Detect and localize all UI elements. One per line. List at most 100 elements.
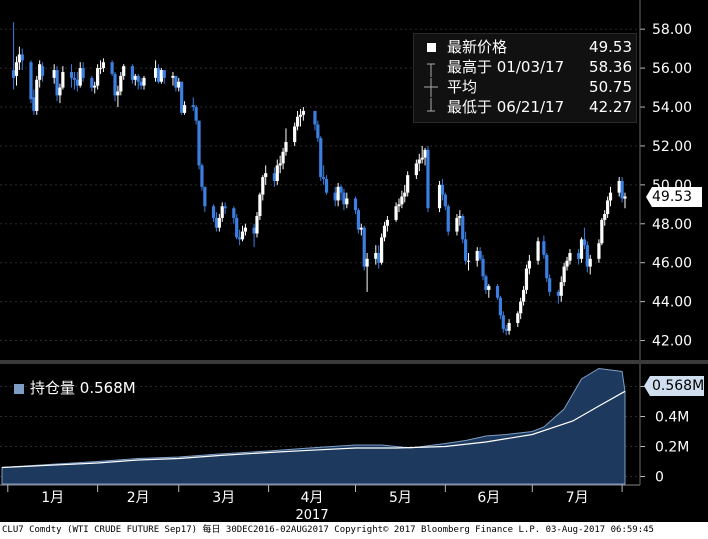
white-square-icon (427, 43, 436, 52)
price-y-axis: 42.0044.0046.0048.0050.0052.0054.0056.00… (640, 22, 692, 350)
month-label: 6月 (477, 490, 500, 506)
candle-body (420, 157, 424, 160)
candle-body (197, 120, 201, 166)
candle-body (113, 73, 117, 96)
candle-body (501, 315, 505, 329)
candle-body (133, 75, 137, 80)
oi-area (1, 367, 626, 485)
candle-body (319, 138, 323, 178)
candle-body (403, 192, 407, 197)
candle-body (516, 313, 520, 324)
candle-body (498, 297, 502, 316)
candle-body (336, 186, 340, 201)
candle-body (461, 216, 465, 240)
candle-body (440, 184, 445, 195)
candle-body (362, 227, 366, 267)
candle-body (377, 252, 381, 263)
candle-body (35, 79, 39, 111)
candle-body (608, 192, 613, 201)
candle-body (519, 301, 523, 314)
oi-legend: 持仓量 0.568M (4, 373, 164, 403)
candle-body (243, 227, 248, 232)
candle-body (258, 194, 262, 216)
candle-body (521, 289, 526, 302)
bracket-top-icon (427, 63, 435, 77)
candle-body (504, 328, 508, 331)
candle-body (481, 258, 485, 277)
candle-body (298, 114, 303, 117)
candle-body (487, 286, 491, 290)
oi-series-value: 0.568M (79, 379, 136, 397)
legend-value: 42.27 (589, 98, 632, 116)
candle-body (40, 66, 45, 76)
legend-label: 最低于 06/21/17 (447, 98, 565, 116)
panel-dividers (0, 0, 708, 485)
candle-body (29, 62, 33, 100)
candle-body (98, 68, 103, 70)
candle-body (478, 251, 482, 259)
legend-label: 最高于 01/03/17 (447, 58, 565, 76)
candle-body (153, 68, 158, 78)
candle-body (562, 266, 566, 283)
candle-body (342, 192, 346, 205)
price-grid (0, 28, 640, 342)
candle-body (582, 239, 587, 246)
bracket-bottom-icon (427, 98, 435, 112)
cross-icon (424, 78, 438, 97)
candle-body (548, 278, 552, 292)
candle-body (191, 105, 195, 108)
x-axis-band (0, 485, 708, 522)
candle-body (620, 180, 624, 199)
oi-area-series (1, 367, 626, 485)
candle-body (177, 81, 181, 88)
candle-body (507, 323, 511, 331)
candle-body (359, 227, 363, 230)
candle-body (101, 62, 106, 69)
candle-body (272, 173, 276, 181)
candle-body (200, 165, 204, 187)
candle-body (600, 219, 604, 244)
candle-body (455, 217, 459, 232)
candle-body (382, 225, 387, 238)
year-label: 2017 (296, 508, 329, 523)
month-label: 3月 (212, 490, 235, 506)
candle-body (339, 186, 343, 193)
candle-body (136, 75, 140, 82)
candle-body (203, 186, 207, 207)
legend-label: 最新价格 (447, 38, 508, 56)
candle-body (238, 237, 242, 240)
candle-body (374, 252, 378, 259)
candle-body (261, 177, 265, 195)
candle-body (52, 70, 56, 78)
candle-body (139, 81, 143, 86)
candle-body (11, 70, 16, 78)
candle-body (281, 151, 285, 164)
candle-body (81, 68, 85, 78)
price-tick-label: 44.00 (652, 295, 692, 311)
candle-body (588, 258, 592, 267)
candle-body (162, 70, 166, 78)
candle-body (437, 184, 442, 209)
candle-body (316, 124, 320, 139)
legend-row-average: 平均 50.75 (414, 78, 636, 97)
candle-body (264, 173, 268, 178)
candle-body (278, 163, 282, 166)
candle-body (484, 276, 488, 290)
candle-body (417, 159, 421, 164)
candle-body (235, 217, 239, 238)
candle-body (182, 105, 187, 113)
candle-body (559, 282, 563, 296)
oi-tick-label: 0.4M (655, 410, 689, 426)
candle-body (524, 268, 529, 290)
candle-body (96, 68, 100, 86)
candle-body (69, 72, 74, 78)
candle-body (61, 72, 65, 88)
candle-body (174, 75, 178, 88)
candle-body (58, 87, 62, 96)
oi-average-line (1, 390, 626, 469)
candle-body (446, 206, 450, 232)
candle-body (90, 77, 94, 88)
price-tick-label: 46.00 (652, 256, 692, 272)
candle-body (356, 210, 361, 230)
